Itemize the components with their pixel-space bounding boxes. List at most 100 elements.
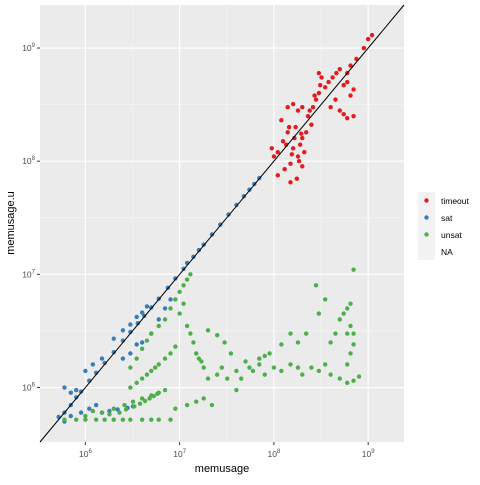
data-point-timeout xyxy=(296,158,302,164)
data-point-unsat xyxy=(168,351,173,356)
data-point-unsat xyxy=(152,365,158,370)
data-point-unsat xyxy=(132,404,137,409)
data-point-sat xyxy=(134,314,139,320)
data-point-sat xyxy=(135,321,141,326)
data-point-sat xyxy=(139,310,145,315)
y-tick-label: 107 xyxy=(22,269,35,279)
data-point-timeout xyxy=(289,152,295,157)
data-point-unsat xyxy=(257,356,262,361)
data-point-sat xyxy=(68,390,73,395)
data-point-unsat xyxy=(322,297,328,302)
data-point-unsat xyxy=(139,346,145,351)
data-point-unsat xyxy=(257,362,262,367)
data-point-unsat xyxy=(162,317,168,322)
y-axis-label: memusage.u xyxy=(5,191,17,255)
data-point-timeout xyxy=(328,104,333,110)
data-point-unsat xyxy=(156,417,161,422)
data-point-sat xyxy=(226,212,231,217)
data-point-unsat xyxy=(142,398,148,404)
legend-swatch-unsat xyxy=(424,232,429,237)
data-point-unsat xyxy=(168,417,173,422)
x-tick-label: 108 xyxy=(267,449,280,459)
data-point-unsat xyxy=(234,387,239,393)
data-point-unsat xyxy=(247,365,252,370)
legend-swatch-timeout xyxy=(424,198,429,203)
data-point-timeout xyxy=(285,130,290,135)
data-point-unsat xyxy=(250,368,256,374)
data-point-unsat xyxy=(279,368,284,374)
data-point-sat xyxy=(68,413,73,419)
data-point-unsat xyxy=(328,372,333,377)
data-point-sat xyxy=(241,194,247,199)
data-point-unsat xyxy=(134,380,139,386)
data-point-sat xyxy=(234,202,239,208)
data-point-timeout xyxy=(300,135,305,141)
data-point-unsat xyxy=(303,331,309,336)
data-point-unsat xyxy=(348,351,353,356)
data-point-sat xyxy=(99,356,105,361)
legend-label-unsat: unsat xyxy=(441,230,462,240)
data-point-unsat xyxy=(309,365,314,370)
data-point-timeout xyxy=(309,122,314,127)
data-point-timeout xyxy=(307,108,312,113)
data-point-timeout xyxy=(312,93,317,98)
data-point-unsat xyxy=(184,277,190,282)
data-point-unsat xyxy=(300,372,305,377)
data-point-timeout xyxy=(341,112,346,117)
data-point-unsat xyxy=(155,391,160,396)
data-point-unsat xyxy=(351,331,356,336)
data-point-sat xyxy=(107,408,112,414)
data-point-sat xyxy=(196,247,202,253)
data-point-sat xyxy=(120,356,126,361)
x-tick-label: 109 xyxy=(362,449,375,459)
data-point-sat xyxy=(144,304,150,309)
data-point-timeout xyxy=(334,70,339,76)
data-point-unsat xyxy=(111,406,116,411)
data-point-unsat xyxy=(147,396,152,401)
data-point-unsat xyxy=(149,368,154,374)
data-point-unsat xyxy=(219,365,224,370)
data-point-unsat xyxy=(122,402,127,408)
data-point-unsat xyxy=(351,267,356,272)
data-point-unsat xyxy=(173,406,178,411)
data-point-timeout xyxy=(293,124,298,130)
data-point-sat xyxy=(128,351,133,356)
point-layer xyxy=(56,32,375,424)
data-point-unsat xyxy=(214,372,220,377)
data-point-unsat xyxy=(90,408,96,414)
data-point-unsat xyxy=(184,323,190,329)
data-point-unsat xyxy=(83,417,88,422)
x-tick-label: 107 xyxy=(173,449,186,459)
data-point-timeout xyxy=(337,66,342,72)
data-point-unsat xyxy=(333,331,338,336)
data-point-timeout xyxy=(271,154,277,159)
data-point-timeout xyxy=(292,135,297,141)
data-point-unsat xyxy=(239,376,244,381)
data-point-unsat xyxy=(74,417,79,422)
data-point-unsat xyxy=(188,272,193,277)
data-point-sat xyxy=(87,406,92,411)
data-point-timeout xyxy=(300,104,305,110)
data-point-unsat xyxy=(117,410,122,415)
data-point-unsat xyxy=(313,283,319,288)
data-point-unsat xyxy=(209,402,215,408)
data-point-unsat xyxy=(173,344,178,349)
data-point-unsat xyxy=(243,359,248,364)
data-point-unsat xyxy=(173,297,178,302)
data-point-timeout xyxy=(282,166,287,172)
legend-swatch-sat xyxy=(424,215,429,220)
data-point-timeout xyxy=(348,93,353,98)
data-point-unsat xyxy=(345,331,350,336)
data-point-timeout xyxy=(288,180,293,185)
legend-key-NA xyxy=(418,243,435,260)
data-point-sat xyxy=(74,395,79,400)
data-point-unsat xyxy=(288,362,293,367)
data-point-timeout xyxy=(337,108,342,113)
data-point-unsat xyxy=(184,402,190,408)
data-point-unsat xyxy=(288,331,293,336)
data-point-unsat xyxy=(214,332,220,338)
data-point-sat xyxy=(83,368,88,374)
y-axis: 106 107 108 109 xyxy=(22,43,40,393)
data-point-unsat xyxy=(267,351,272,356)
